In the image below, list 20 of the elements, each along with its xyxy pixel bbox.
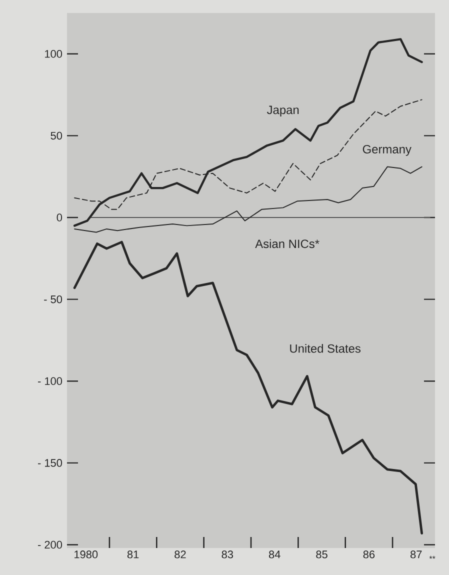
series-label: Japan [266, 106, 299, 117]
x-tick-label: 1980 [74, 550, 98, 558]
x-tick-label: 84 [268, 550, 280, 558]
x-tick-label: 87 [410, 550, 422, 558]
x-tick-label: 82 [174, 550, 186, 558]
series-label: Germany [362, 145, 412, 156]
y-tick-label: 100 [45, 50, 62, 58]
y-tick-label: 50 [50, 132, 62, 140]
y-tick-label: - 50 [44, 295, 62, 304]
y-tick-label: 0 [56, 214, 62, 222]
y-tick-label: - 100 [38, 377, 62, 385]
x-tick-label: 85 [316, 550, 328, 558]
text: United States [290, 344, 361, 353]
y-tick-label: - 150 [38, 459, 62, 467]
series-label: Asian NICs* [255, 239, 320, 248]
x-tick-label: 86 [363, 550, 375, 558]
line-series [73, 240, 423, 534]
x-tick-label: 83 [222, 550, 234, 558]
y-tick-label: - 200 [38, 540, 62, 549]
x-tick-label: 81 [127, 550, 139, 558]
